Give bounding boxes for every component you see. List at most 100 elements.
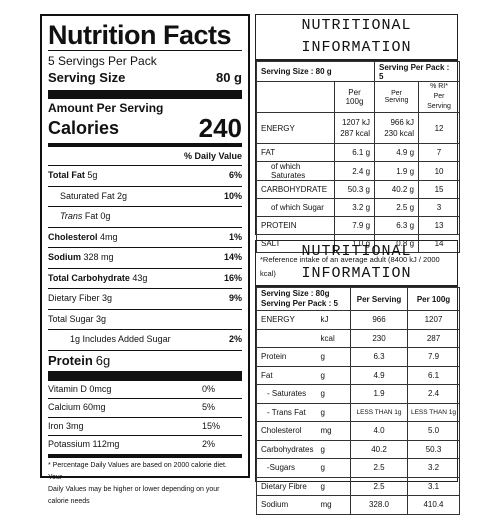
daily-value-percent: 10% xyxy=(223,190,242,201)
vitamin-rows: Vitamin D 0mcg 0% Calcium 60mg 5% Iron 3mg 15… xyxy=(48,379,242,454)
nutrient-unit: g xyxy=(316,402,351,422)
nutrient-amount: Dietary Fiber 3g xyxy=(48,293,113,303)
nutrient-row: 1g Includes Added Sugar 2% xyxy=(48,329,242,350)
nutrient-row: Total Fat 5g 6% xyxy=(48,165,242,186)
calories-label: Calories xyxy=(48,118,120,138)
nutrient-name: - Saturates xyxy=(256,384,317,404)
table-row: ENERGY 1207 kJ 287 kcal 966 kJ 230 kcal 12 xyxy=(256,112,461,144)
nutrient-label: Total Fat 5g xyxy=(48,166,97,186)
table-title: NUTRITIONAL INFORMATION xyxy=(256,241,457,287)
perserving-value: 0.8 g xyxy=(374,234,420,253)
nutrient-amount: 4mg xyxy=(97,231,118,242)
daily-value-percent: 6% xyxy=(228,170,242,180)
nutrient-name: FAT xyxy=(256,143,335,162)
daily-value-percent: 16% xyxy=(223,272,242,283)
italic-word: Trans xyxy=(60,211,83,221)
per100-value: 6.1 xyxy=(407,365,460,385)
nutrient-name: of which Saturates xyxy=(256,161,335,181)
nutrient-name: CARBOHYDRATE xyxy=(256,180,335,199)
header-blank xyxy=(256,81,335,113)
daily-value-percent: 9% xyxy=(228,293,242,303)
col-header-ri: % RI* Per Serving xyxy=(418,81,461,113)
per100-value: 3.2 xyxy=(407,458,460,478)
nutrient-row: Sodium 328 mg 14% xyxy=(48,247,242,268)
perserving-value: 230 xyxy=(350,328,408,348)
nutrient-amount: Saturated Fat 2g xyxy=(60,190,128,201)
nutrient-name: Dietary Fibre xyxy=(256,476,317,496)
footnote-line-2: Daily Values may be higher or lower depe… xyxy=(48,485,220,505)
protein-value: 6g xyxy=(95,352,111,368)
vitamin-name: Iron 3mg xyxy=(48,420,84,431)
vitamin-percent: 0% xyxy=(202,383,216,394)
nutrient-unit: mg xyxy=(316,495,351,515)
nutrient-amount: 328 mg xyxy=(81,252,114,262)
serving-size-row: Serving Size 80 g xyxy=(48,69,242,87)
col-header-perserving: Per Serving xyxy=(374,81,420,113)
per100-value: 410.4 xyxy=(407,495,460,515)
serving-info: Serving Size : 80g Serving Per Pack : 5 xyxy=(256,287,351,311)
nutrition-table: Serving Size : 80 g Serving Per Pack : 5… xyxy=(255,61,461,253)
table-row: - Trans Fat g LESS THAN 1g LESS THAN 1g xyxy=(256,402,460,422)
nutrient-name: Total Fat xyxy=(48,170,85,180)
table-row: SALT 1.0 g 0.8 g 14 xyxy=(256,234,461,253)
vitamin-row: Calcium 60mg 5% xyxy=(48,398,242,417)
perserving-value: 1.9 g xyxy=(374,161,420,181)
vitamin-name: Calcium 60mg xyxy=(48,402,106,412)
table-row: Dietary Fibre g 2.5 3.1 xyxy=(256,476,460,496)
per100-value: 1207 xyxy=(407,310,460,330)
nutrient-unit: g xyxy=(316,365,351,385)
nutritional-information-table-2: NUTRITIONAL INFORMATION Serving Size : 8… xyxy=(255,240,460,515)
ri-value: 14 xyxy=(418,234,461,253)
nutrient-name: Sodium xyxy=(256,495,317,515)
ri-value: 7 xyxy=(418,143,461,162)
medium-divider xyxy=(48,453,242,458)
nutrient-name xyxy=(256,328,317,348)
table-title: NUTRITIONAL INFORMATION xyxy=(256,15,457,61)
nutrient-name: Fat xyxy=(256,365,317,385)
perserving-value: 1.9 xyxy=(350,384,408,404)
nutrient-name: PROTEIN xyxy=(256,216,335,235)
vitamin-row: Vitamin D 0mcg 0% xyxy=(48,379,242,399)
nutrient-unit: g xyxy=(316,347,351,367)
thick-divider xyxy=(48,90,242,99)
perserving-value: 966 kJ 230 kcal xyxy=(374,112,420,144)
nutrient-name: Total Carbohydrate xyxy=(48,272,130,283)
per100-value: 5.0 xyxy=(407,421,460,441)
nutrient-label: Dietary Fiber 3g xyxy=(48,289,112,309)
ri-value: 3 xyxy=(418,198,461,217)
nutrient-amount: 5g xyxy=(84,170,98,180)
perserving-value: 4.0 xyxy=(350,421,408,441)
table-row: Fat g 4.9 6.1 xyxy=(256,365,460,385)
ri-value: 15 xyxy=(418,180,461,199)
perserving-value: 40.2 xyxy=(350,439,408,459)
per100-value: 1.0 g xyxy=(333,234,376,253)
calories-row: Calories 240 xyxy=(48,115,242,141)
nutrient-amount: 1g Includes Added Sugar xyxy=(70,334,171,344)
table-row: Carbohydrates g 40.2 50.3 xyxy=(256,439,460,459)
per100-value: 287 xyxy=(407,328,460,348)
per100-value: 6.1 g xyxy=(333,143,376,162)
nutrient-row: Dietary Fiber 3g 9% xyxy=(48,288,242,309)
nutrient-amount: Total Sugar 3g xyxy=(48,313,107,324)
table-row: Cholesterol mg 4.0 5.0 xyxy=(256,421,460,441)
nutrient-name: Carbohydrates xyxy=(256,439,317,459)
table-row: -Sugars g 2.5 3.2 xyxy=(256,458,460,478)
nutrient-row: Saturated Fat 2g 10% xyxy=(48,185,242,207)
nutrient-name: ENERGY xyxy=(256,310,317,330)
per100-value: 50.3 xyxy=(407,439,460,459)
per100-value: 7.9 xyxy=(407,347,460,367)
nutrient-unit: g xyxy=(316,476,351,496)
serving-size-label: Serving Size xyxy=(48,70,126,85)
medium-divider xyxy=(48,143,242,147)
table-row: PROTEIN 7.9 g 6.3 g 13 xyxy=(256,216,461,235)
nutrient-label: 1g Includes Added Sugar xyxy=(48,330,171,350)
nutrient-label: Sodium 328 mg xyxy=(48,248,114,268)
perserving-value: 2.5 xyxy=(350,476,408,496)
nutritional-information-table-1: NUTRITIONAL INFORMATION Serving Size : 8… xyxy=(255,14,461,278)
nutrient-row: Total Sugar 3g xyxy=(48,308,242,330)
servings-per-pack: 5 Servings Per Pack xyxy=(48,54,157,68)
thick-divider xyxy=(48,370,242,380)
perserving-value: 4.9 g xyxy=(374,143,420,162)
